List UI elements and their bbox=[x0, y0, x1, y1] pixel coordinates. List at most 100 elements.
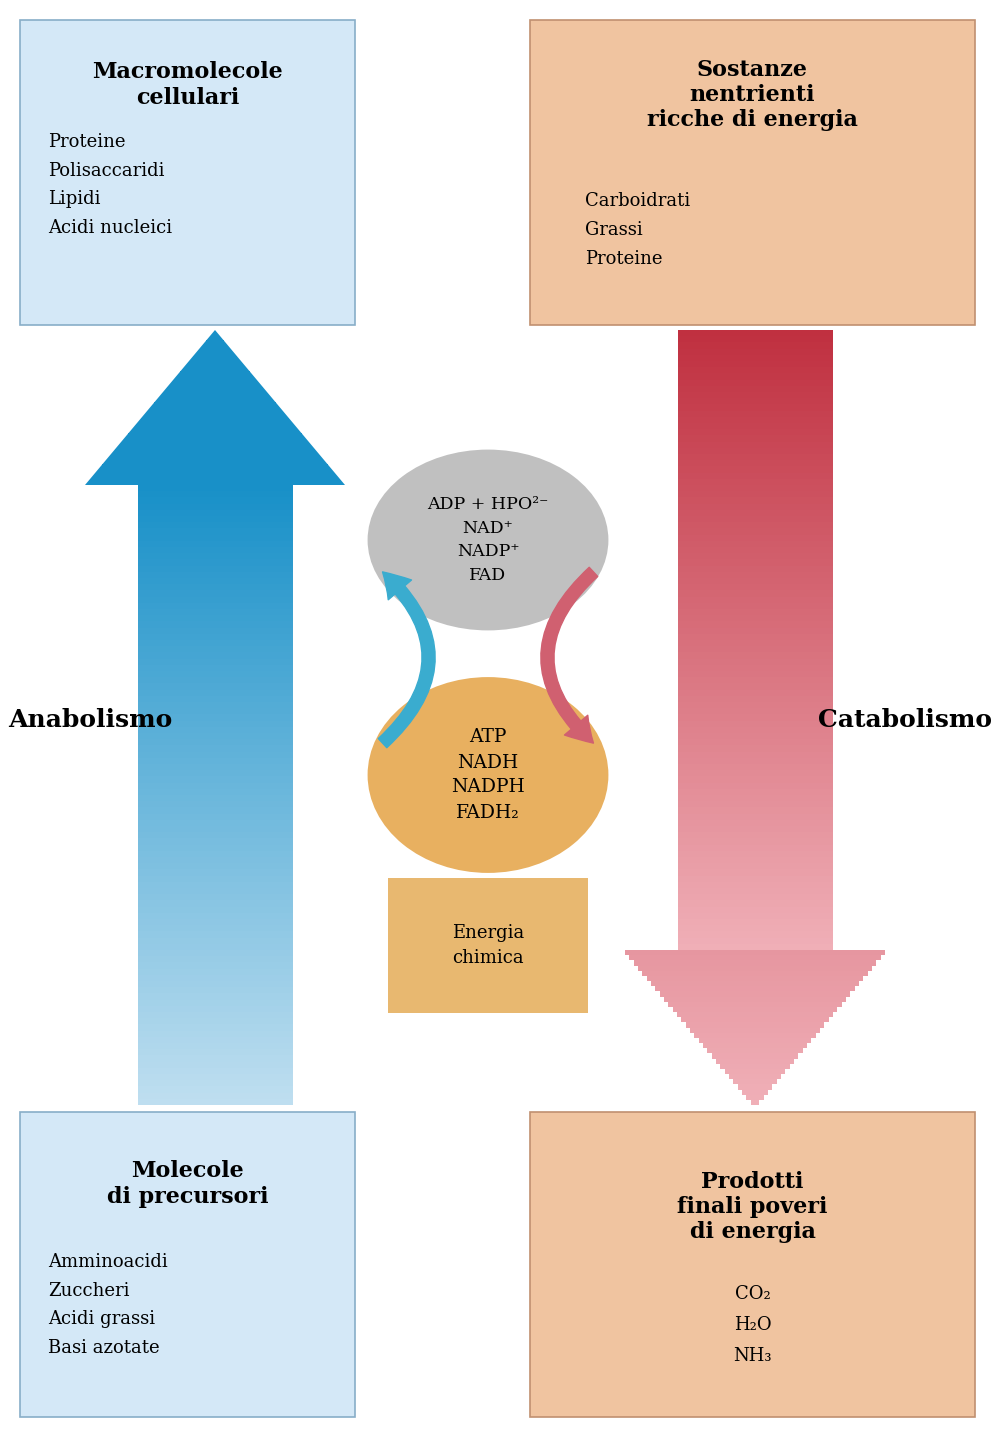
Bar bbox=[742, 1089, 768, 1095]
Bar bbox=[137, 944, 293, 950]
Bar bbox=[137, 845, 293, 851]
Bar bbox=[677, 677, 832, 683]
Bar bbox=[150, 408, 280, 413]
Bar bbox=[137, 963, 293, 969]
Bar bbox=[677, 931, 832, 937]
Bar bbox=[137, 907, 293, 913]
Bar bbox=[137, 875, 293, 881]
Bar bbox=[725, 1069, 785, 1073]
Bar bbox=[677, 709, 832, 715]
Bar bbox=[137, 1049, 293, 1055]
Bar bbox=[137, 827, 293, 832]
Bar bbox=[137, 819, 293, 827]
Bar bbox=[137, 541, 293, 547]
Bar bbox=[137, 640, 293, 646]
Bar bbox=[677, 758, 832, 763]
Bar bbox=[137, 870, 293, 875]
Bar bbox=[677, 888, 832, 894]
Bar bbox=[98, 469, 332, 475]
Bar bbox=[137, 1006, 293, 1012]
FancyBboxPatch shape bbox=[388, 878, 588, 1013]
Bar bbox=[677, 808, 832, 814]
FancyBboxPatch shape bbox=[20, 20, 355, 324]
Bar bbox=[137, 956, 293, 963]
Bar bbox=[747, 1095, 764, 1099]
Bar bbox=[677, 819, 832, 827]
Bar bbox=[659, 992, 850, 996]
Bar bbox=[630, 956, 881, 960]
Bar bbox=[137, 535, 293, 541]
Bar bbox=[137, 931, 293, 937]
FancyBboxPatch shape bbox=[20, 1112, 355, 1416]
Bar bbox=[677, 789, 832, 795]
Bar bbox=[115, 449, 315, 453]
Bar bbox=[137, 745, 293, 752]
Bar bbox=[172, 382, 258, 387]
Bar bbox=[720, 1063, 789, 1069]
Bar bbox=[202, 346, 228, 350]
Bar bbox=[137, 1073, 293, 1081]
Bar bbox=[137, 969, 293, 974]
Bar bbox=[677, 504, 832, 509]
Bar bbox=[729, 1073, 781, 1079]
Bar bbox=[677, 584, 832, 590]
Bar bbox=[137, 1081, 293, 1086]
Bar bbox=[137, 702, 293, 709]
Bar bbox=[137, 1012, 293, 1019]
Bar bbox=[677, 776, 832, 782]
Bar bbox=[677, 672, 832, 677]
Ellipse shape bbox=[365, 674, 611, 875]
Bar bbox=[185, 366, 245, 372]
Bar bbox=[677, 696, 832, 702]
Bar bbox=[677, 634, 832, 640]
Ellipse shape bbox=[365, 448, 611, 633]
Bar bbox=[159, 397, 271, 402]
Bar bbox=[137, 950, 293, 956]
Bar bbox=[677, 795, 832, 801]
Bar bbox=[677, 814, 832, 819]
Bar bbox=[137, 528, 293, 535]
Text: Macromolecole
cellulari: Macromolecole cellulari bbox=[92, 62, 283, 109]
Bar bbox=[677, 627, 832, 634]
Bar bbox=[137, 1038, 293, 1043]
Bar bbox=[137, 758, 293, 763]
Bar bbox=[672, 1007, 837, 1012]
Bar bbox=[207, 340, 223, 346]
FancyArrowPatch shape bbox=[378, 573, 435, 748]
Text: Carboidrati
Grassi
Proteine: Carboidrati Grassi Proteine bbox=[585, 192, 690, 267]
Text: Anabolismo: Anabolismo bbox=[8, 707, 172, 732]
Bar bbox=[137, 993, 293, 1000]
Bar bbox=[716, 1059, 794, 1063]
Text: Catabolismo: Catabolismo bbox=[818, 707, 992, 732]
Bar bbox=[137, 571, 293, 578]
Bar bbox=[137, 801, 293, 808]
Bar bbox=[137, 733, 293, 739]
Bar bbox=[677, 944, 832, 950]
Bar bbox=[677, 392, 832, 397]
Bar bbox=[677, 405, 832, 410]
Bar bbox=[677, 926, 832, 931]
Bar bbox=[738, 1085, 773, 1089]
Bar bbox=[137, 926, 293, 931]
Bar bbox=[137, 851, 293, 857]
Text: Amminoacidi
Zuccheri
Acidi grassi
Basi azotate: Amminoacidi Zuccheri Acidi grassi Basi a… bbox=[48, 1253, 168, 1356]
Bar bbox=[677, 801, 832, 808]
Bar bbox=[677, 782, 832, 789]
Bar bbox=[137, 974, 293, 982]
Bar bbox=[137, 522, 293, 528]
Bar bbox=[686, 1022, 824, 1027]
Bar bbox=[133, 428, 297, 433]
Bar bbox=[137, 918, 293, 926]
Bar bbox=[677, 875, 832, 881]
Bar bbox=[677, 330, 832, 336]
Bar bbox=[137, 808, 293, 814]
Bar bbox=[677, 870, 832, 875]
Bar bbox=[89, 479, 341, 485]
Text: ADP + HPO²⁻
NAD⁺
NADP⁺
FAD: ADP + HPO²⁻ NAD⁺ NADP⁺ FAD bbox=[427, 497, 548, 584]
Bar bbox=[677, 485, 832, 491]
Bar bbox=[677, 479, 832, 485]
Bar bbox=[137, 776, 293, 782]
Bar bbox=[137, 720, 293, 726]
Bar bbox=[677, 416, 832, 423]
Bar bbox=[677, 845, 832, 851]
